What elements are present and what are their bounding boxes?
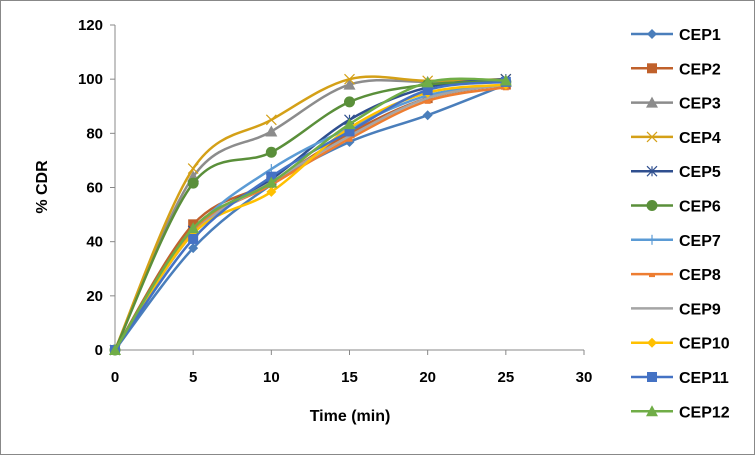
legend-marker (647, 29, 657, 39)
data-point (265, 114, 277, 126)
legend-label: CEP1 (679, 27, 721, 44)
data-point (188, 233, 199, 244)
data-point (343, 78, 356, 90)
data-point (343, 118, 356, 130)
data-point (499, 74, 512, 86)
x-tick-label: 20 (419, 369, 436, 386)
legend-marker (646, 200, 658, 211)
data-point (265, 146, 277, 158)
series-cep12 (109, 74, 512, 355)
legend-label: CEP2 (679, 61, 721, 78)
legend-label: CEP3 (679, 96, 721, 113)
legend-label: CEP4 (679, 130, 721, 147)
x-tick-label: 25 (497, 369, 514, 386)
legend-marker (647, 372, 657, 382)
y-tick-label: 100 (78, 71, 103, 88)
legend-item: CEP4 (631, 130, 721, 147)
legend-label: CEP10 (679, 336, 730, 353)
data-point (187, 222, 200, 234)
data-point (344, 126, 355, 137)
x-tick-label: 5 (189, 369, 197, 386)
legend-item: CEP2 (631, 61, 721, 78)
series-cep4 (109, 73, 512, 356)
x-tick-label: 0 (111, 369, 119, 386)
data-point (422, 110, 433, 121)
legend-marker (647, 337, 657, 348)
y-tick-label: 40 (86, 234, 103, 251)
data-point (109, 344, 121, 355)
legend-label: CEP7 (679, 233, 721, 250)
data-point (344, 96, 355, 108)
x-tick-label: 30 (576, 369, 593, 386)
data-point (187, 177, 199, 189)
data-point (424, 100, 431, 104)
legend-item: CEP8 (631, 267, 721, 284)
legend-label: CEP12 (679, 404, 730, 421)
y-axis-label: % CDR (34, 160, 51, 214)
legend-label: CEP11 (679, 370, 729, 387)
legend-item: CEP7 (631, 233, 721, 250)
legend-marker (646, 405, 658, 417)
y-tick-label: 120 (78, 17, 103, 34)
y-tick-label: 80 (86, 125, 103, 142)
legend: CEP1 CEP2 CEP3 CEP4 CEP5 CEP6 CEP7 CEP8 CEP9 CEP1… (631, 27, 730, 421)
x-axis-label: Time (min) (310, 408, 391, 425)
data-point (265, 176, 278, 188)
data-point (265, 125, 278, 137)
legend-item: CEP12 (631, 404, 730, 421)
data-point (421, 76, 434, 88)
legend-item: CEP9 (631, 301, 721, 318)
legend-label: CEP8 (679, 267, 721, 284)
legend-item: CEP1 (631, 27, 721, 44)
data-point (187, 163, 199, 174)
y-tick-label: 60 (86, 180, 103, 197)
data-point (266, 186, 277, 197)
series-line (113, 80, 506, 351)
legend-item: CEP3 (631, 96, 721, 113)
legend-label: CEP9 (679, 301, 721, 318)
y-tick-label: 0 (95, 342, 103, 359)
legend-marker (646, 131, 658, 143)
legend-item: CEP10 (631, 336, 730, 353)
legend-marker (649, 274, 655, 278)
legend-label: CEP5 (679, 164, 721, 181)
data-point (422, 85, 433, 95)
legend-marker (647, 63, 657, 74)
legend-item: CEP6 (631, 199, 721, 216)
data-point (346, 138, 353, 142)
legend-marker (646, 165, 658, 177)
data-point (344, 73, 355, 85)
legend-marker (646, 96, 658, 108)
x-tick-label: 10 (263, 369, 280, 386)
legend-item: CEP11 (631, 370, 729, 387)
legend-label: CEP6 (679, 199, 721, 216)
x-tick-label: 15 (341, 369, 358, 386)
y-tick-label: 20 (86, 288, 103, 305)
legend-item: CEP5 (631, 164, 721, 181)
data-point (188, 243, 199, 254)
